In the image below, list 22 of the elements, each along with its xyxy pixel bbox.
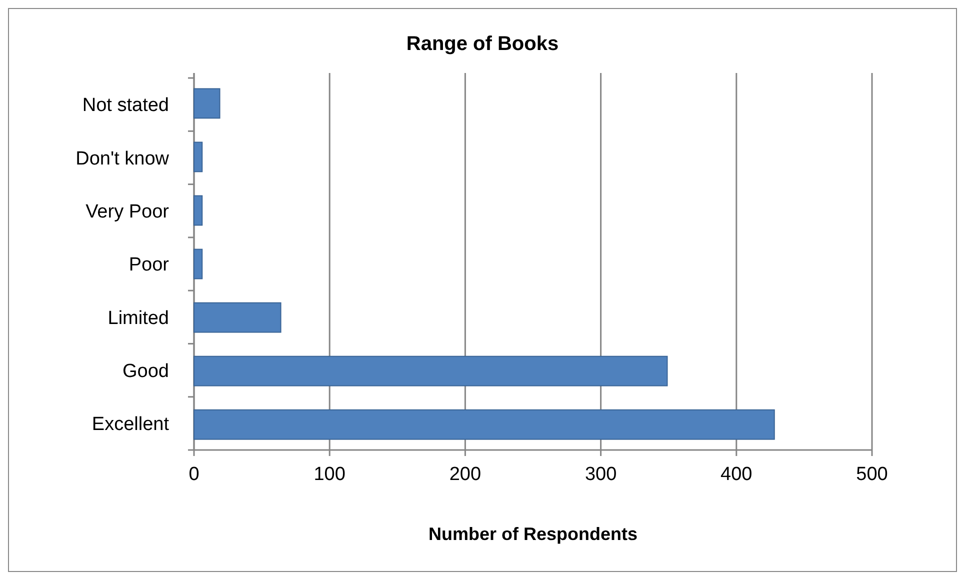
bar [194, 248, 203, 280]
x-tick-label: 500 [856, 464, 888, 485]
y-tick-label: Very Poor [86, 202, 170, 223]
x-tick-label: 200 [449, 464, 482, 485]
x-tick-label: 100 [314, 464, 346, 485]
bar [194, 195, 203, 226]
y-tick-label: Excellent [92, 414, 170, 436]
chart-title: Range of Books [406, 33, 559, 55]
x-axis-title: Number of Respondents [428, 524, 638, 544]
y-tick-label: Good [122, 360, 169, 382]
bar [194, 409, 775, 440]
bar [194, 356, 668, 386]
bar [194, 142, 203, 172]
y-tick-label: Poor [128, 254, 170, 276]
y-tick-label: Don't know [76, 148, 170, 170]
x-tick-label: 400 [720, 464, 752, 485]
y-tick-label: Limited [108, 308, 169, 329]
bar [194, 302, 282, 333]
y-tick-label: Not stated [82, 95, 169, 116]
bar [194, 88, 220, 119]
x-tick-label: 0 [188, 464, 200, 485]
x-tick-label: 300 [584, 464, 617, 485]
